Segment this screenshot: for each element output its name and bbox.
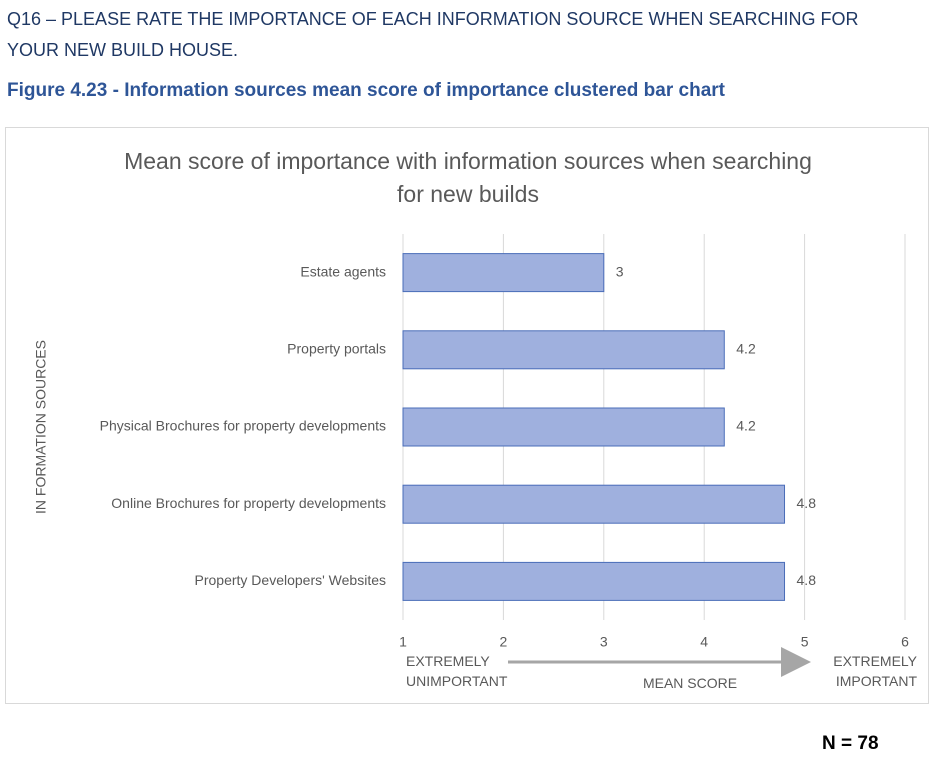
y-tick-label: Online Brochures for property developmen…	[111, 495, 386, 511]
data-label: 3	[616, 263, 624, 279]
x-axis-label: MEAN SCORE	[642, 675, 738, 691]
bar	[402, 330, 725, 370]
y-axis-label: IN FORMATION SOURCES	[33, 340, 49, 514]
bar	[402, 407, 725, 447]
figure-caption: Figure 4.23 - Information sources mean s…	[7, 80, 725, 101]
question: Q16 – PLEASE RATE THE IMPORTANCE OF EACH…	[7, 9, 859, 60]
bar	[402, 253, 605, 293]
x-tick-label: 6	[901, 634, 909, 650]
y-tick-label: Physical Brochures for property developm…	[100, 418, 386, 434]
x-tick-label: 2	[500, 634, 508, 650]
sample-size: N = 78	[822, 733, 879, 754]
data-label: 4.8	[797, 495, 817, 511]
x-annotation: EXTREMELY UNIMPORTANT	[406, 653, 508, 689]
x-annotation: EXTREMELY IMPORTANT	[833, 653, 917, 689]
data-label: 4.2	[736, 341, 756, 357]
y-tick-label: Property Developers' Websites	[195, 572, 387, 588]
x-tick-label: 4	[700, 634, 708, 650]
data-label: 4.8	[797, 572, 817, 588]
chart-frame	[5, 127, 929, 704]
y-tick-label: Property portals	[287, 341, 386, 357]
data-label: 4.2	[736, 418, 756, 434]
chart-title: Mean score of importance with informatio…	[124, 148, 812, 207]
bar	[402, 561, 786, 601]
x-tick-label: 1	[399, 634, 407, 650]
x-tick-label: 5	[801, 634, 809, 650]
x-tick-label: 3	[600, 634, 608, 650]
bar	[402, 484, 786, 524]
y-tick-label: Estate agents	[300, 263, 386, 279]
